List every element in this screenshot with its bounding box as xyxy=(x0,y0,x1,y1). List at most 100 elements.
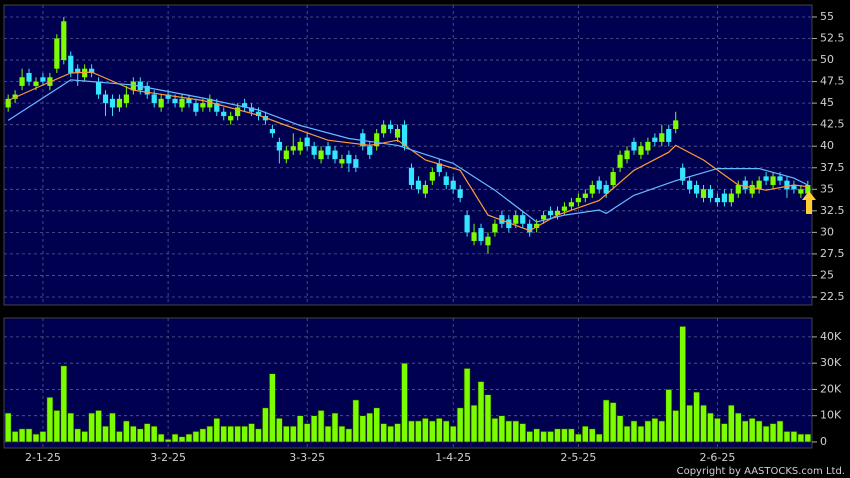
candle-body xyxy=(485,236,491,246)
candle-body xyxy=(652,137,658,142)
candle-body xyxy=(693,184,700,194)
candle-body xyxy=(241,103,248,108)
volume-bar xyxy=(484,394,492,443)
candle-body xyxy=(276,141,282,151)
candle-body xyxy=(422,184,428,194)
volume-bar xyxy=(227,425,234,443)
volume-bar xyxy=(797,433,805,443)
volume-bar xyxy=(609,402,617,443)
candle-body xyxy=(798,189,804,194)
candle-body xyxy=(228,116,234,121)
candle-body xyxy=(26,72,32,82)
candle-body xyxy=(568,202,575,207)
volume-bar xyxy=(109,412,116,443)
volume-bar xyxy=(46,397,54,443)
candle-body xyxy=(89,68,95,73)
volume-bar xyxy=(234,425,241,443)
volume-bar xyxy=(317,410,325,443)
volume-bar xyxy=(53,410,61,443)
volume-bar xyxy=(178,436,186,443)
volume-bar xyxy=(602,399,610,443)
volume-bar xyxy=(415,420,422,443)
volume-bar xyxy=(185,433,193,443)
candle-body xyxy=(408,167,415,185)
volume-bar xyxy=(310,415,318,443)
candle-body xyxy=(40,77,46,82)
candle-body xyxy=(721,193,727,203)
volume-bar xyxy=(352,399,360,443)
volume-bar xyxy=(449,425,457,443)
candle-body xyxy=(297,141,303,151)
candle-body xyxy=(200,103,206,108)
volume-bar xyxy=(248,423,255,443)
volume-bar xyxy=(276,418,283,443)
y-tick-label: 47.5 xyxy=(820,75,845,88)
y-tick-label: 52.5 xyxy=(820,32,845,45)
y-tick-label: 55 xyxy=(820,10,834,23)
volume-bar xyxy=(206,425,214,443)
candle-body xyxy=(95,81,102,95)
candle-body xyxy=(742,180,748,190)
volume-bar xyxy=(4,412,12,443)
candle-body xyxy=(763,176,769,181)
candle-body xyxy=(436,163,442,173)
candle-body xyxy=(214,103,220,112)
candle-body xyxy=(805,184,811,194)
candle-body xyxy=(520,215,526,224)
volume-bar xyxy=(679,326,686,443)
volume-bar xyxy=(672,410,680,443)
candle-body xyxy=(547,210,554,216)
candle-body xyxy=(193,103,199,112)
candle-body xyxy=(714,197,721,203)
volume-bar xyxy=(456,407,464,443)
candle-body xyxy=(304,137,310,147)
volume-bar xyxy=(463,368,471,443)
candle-body xyxy=(283,150,289,160)
volume-bar xyxy=(554,428,561,443)
candle-body xyxy=(700,189,707,198)
volume-bar xyxy=(637,425,645,443)
y-tick-label: 37.5 xyxy=(820,161,845,174)
candle-body xyxy=(540,215,547,220)
candle-body xyxy=(109,98,116,108)
candle-body xyxy=(394,128,401,138)
candle-body xyxy=(68,55,74,73)
plot-layer: 22.5 25 27.5 30 32.5 35 37.5 40 42.5 45 47.5 50 52.5… xyxy=(4,5,845,464)
candle-body xyxy=(624,150,630,160)
volume-bar xyxy=(74,428,82,443)
volume-bar xyxy=(408,420,415,443)
volume-bar xyxy=(380,423,387,443)
candle-body xyxy=(429,172,435,181)
candle-body xyxy=(478,228,484,241)
volume-bar xyxy=(67,412,75,443)
candle-body xyxy=(450,180,456,190)
volume-bar xyxy=(714,418,721,443)
volume-bar xyxy=(394,423,401,443)
volume-bar xyxy=(651,418,659,443)
volume-bar xyxy=(435,418,443,443)
volume-bar xyxy=(11,431,19,443)
volume-bar xyxy=(575,433,582,443)
y-tick-label: 35 xyxy=(820,182,834,195)
volume-bar xyxy=(143,423,151,443)
volume-bar xyxy=(540,431,547,443)
candle-body xyxy=(248,107,255,112)
candle-body xyxy=(360,133,366,147)
candle-body xyxy=(728,193,734,203)
candle-body xyxy=(221,111,227,117)
candle-body xyxy=(575,197,581,203)
volume-bar xyxy=(734,412,742,443)
candle-body xyxy=(207,98,213,108)
volume-bar xyxy=(616,415,624,443)
volume-bar xyxy=(630,420,638,443)
volume-bar xyxy=(331,412,339,443)
volume-bar xyxy=(241,425,248,443)
candle-body xyxy=(554,210,561,216)
candle-body xyxy=(596,180,602,190)
candle-body xyxy=(527,223,533,233)
moving-average-line xyxy=(7,79,809,223)
y-tick-label: 30 xyxy=(820,225,834,238)
copyright: Copyright by AASTOCKS.com Ltd. xyxy=(677,466,845,477)
volume-bar xyxy=(213,418,221,443)
